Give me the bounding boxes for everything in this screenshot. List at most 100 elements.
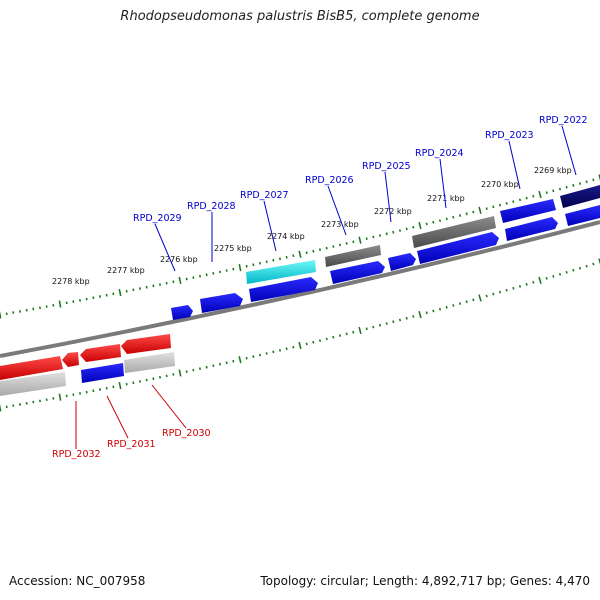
minor-tick — [485, 294, 488, 298]
minor-tick — [405, 316, 408, 320]
minor-tick — [425, 222, 428, 226]
minor-tick — [405, 227, 408, 231]
gene-rpd-2029[interactable] — [171, 305, 193, 320]
minor-tick — [592, 262, 595, 266]
minor-tick — [345, 332, 348, 336]
reverse-outer-row — [0, 352, 175, 396]
minor-tick — [338, 243, 342, 247]
major-tick — [0, 311, 2, 319]
major-tick — [298, 250, 302, 258]
gene-rpd-2022-inner[interactable] — [565, 205, 600, 226]
minor-tick — [318, 339, 322, 342]
gene-label-rpd-2025[interactable]: RPD_2025 — [362, 161, 411, 172]
gene-rpd-2024[interactable] — [412, 216, 496, 248]
minor-tick — [458, 214, 462, 217]
minor-tick — [72, 393, 75, 396]
minor-tick — [532, 194, 535, 198]
gene-rpd-2026[interactable] — [325, 245, 381, 267]
genome-summary: Topology: circular; Length: 4,892,717 bp… — [260, 574, 590, 588]
forward-outer-row — [246, 185, 600, 284]
minor-tick — [105, 386, 108, 390]
minor-tick — [152, 284, 155, 288]
minor-tick — [52, 397, 55, 400]
minor-tick — [332, 245, 335, 248]
gene-rpd-2030-outer[interactable] — [124, 352, 175, 373]
gene-label-rpd-2032[interactable]: RPD_2032 — [52, 449, 101, 460]
gene-rpd-2027[interactable] — [246, 260, 316, 284]
minor-tick — [452, 215, 455, 219]
kbp-label: 2275 kbp — [214, 244, 252, 253]
genome-backbone — [0, 220, 600, 358]
minor-tick — [285, 255, 288, 259]
gene-rpd-2031[interactable] — [80, 344, 121, 362]
minor-tick — [385, 232, 388, 236]
gene-rpd-2026-inner[interactable] — [330, 261, 385, 284]
gene-rpd-2032-outer[interactable] — [0, 372, 66, 396]
major-tick — [58, 300, 62, 308]
minor-tick — [172, 280, 175, 284]
outer-tick-ring — [0, 174, 600, 319]
minor-tick — [145, 285, 148, 289]
minor-tick — [65, 301, 68, 305]
gene-label-rpd-2030[interactable]: RPD_2030 — [162, 428, 211, 439]
gene-rpd-2030[interactable] — [121, 334, 171, 354]
kbp-label: 2270 kbp — [481, 180, 519, 189]
minor-tick — [552, 274, 555, 278]
minor-tick — [345, 242, 348, 245]
minor-tick — [105, 293, 108, 297]
gene-label-rpd-2031[interactable]: RPD_2031 — [107, 439, 156, 450]
minor-tick — [232, 267, 235, 271]
minor-tick — [305, 342, 308, 346]
gene-rpd-2022[interactable] — [560, 185, 600, 208]
gene-rpd-2028[interactable] — [200, 293, 243, 313]
major-tick — [298, 341, 302, 350]
major-tick — [478, 206, 482, 214]
minor-tick — [592, 178, 595, 182]
minor-tick — [438, 219, 442, 222]
minor-tick — [92, 389, 95, 393]
gene-label-rpd-2022[interactable]: RPD_2022 — [539, 115, 588, 126]
minor-tick — [52, 304, 55, 307]
minor-tick — [545, 276, 548, 280]
gene-rpd-2027-inner[interactable] — [249, 277, 318, 302]
kbp-label: 2278 kbp — [52, 277, 90, 286]
minor-tick — [498, 203, 502, 207]
minor-tick — [512, 286, 515, 290]
kbp-label: 2269 kbp — [534, 166, 572, 175]
minor-tick — [492, 205, 495, 209]
minor-tick — [452, 304, 455, 307]
gene-rpd-2031-small[interactable] — [62, 352, 79, 367]
gene-rpd-2025[interactable] — [388, 253, 416, 271]
minor-tick — [212, 364, 215, 368]
gene-rpd-2024-inner[interactable] — [417, 232, 499, 264]
minor-tick — [392, 230, 395, 234]
minor-tick — [498, 290, 502, 294]
gene-label-rpd-2027[interactable]: RPD_2027 — [240, 190, 289, 201]
minor-tick — [125, 289, 128, 293]
minor-tick — [512, 200, 515, 204]
minor-tick — [545, 191, 548, 195]
map-title: Rhodopseudomonas palustris BisB5, comple… — [120, 9, 480, 24]
major-tick — [358, 326, 362, 335]
gene-label-rpd-2023[interactable]: RPD_2023 — [485, 130, 534, 141]
gene-label-rpd-2028[interactable]: RPD_2028 — [187, 201, 236, 212]
gene-rpd-2023[interactable] — [500, 199, 556, 223]
gene-rpd-2031-outer[interactable] — [81, 363, 124, 383]
gene-rpd-2023-inner[interactable] — [505, 217, 558, 241]
minor-tick — [332, 335, 335, 339]
minor-tick — [132, 288, 135, 292]
minor-tick — [185, 370, 188, 373]
minor-tick — [412, 225, 415, 229]
minor-tick — [245, 264, 248, 268]
minor-tick — [585, 180, 588, 184]
gene-label-rpd-2029[interactable]: RPD_2029 — [133, 213, 182, 224]
gene-label-rpd-2026[interactable]: RPD_2026 — [305, 175, 354, 186]
major-tick — [538, 276, 542, 284]
minor-tick — [505, 201, 508, 205]
minor-tick — [152, 377, 155, 381]
gene-label-rpd-2024[interactable]: RPD_2024 — [415, 148, 464, 159]
minor-tick — [65, 394, 68, 398]
major-tick — [358, 236, 362, 244]
gene-rpd-2032[interactable] — [0, 356, 63, 380]
